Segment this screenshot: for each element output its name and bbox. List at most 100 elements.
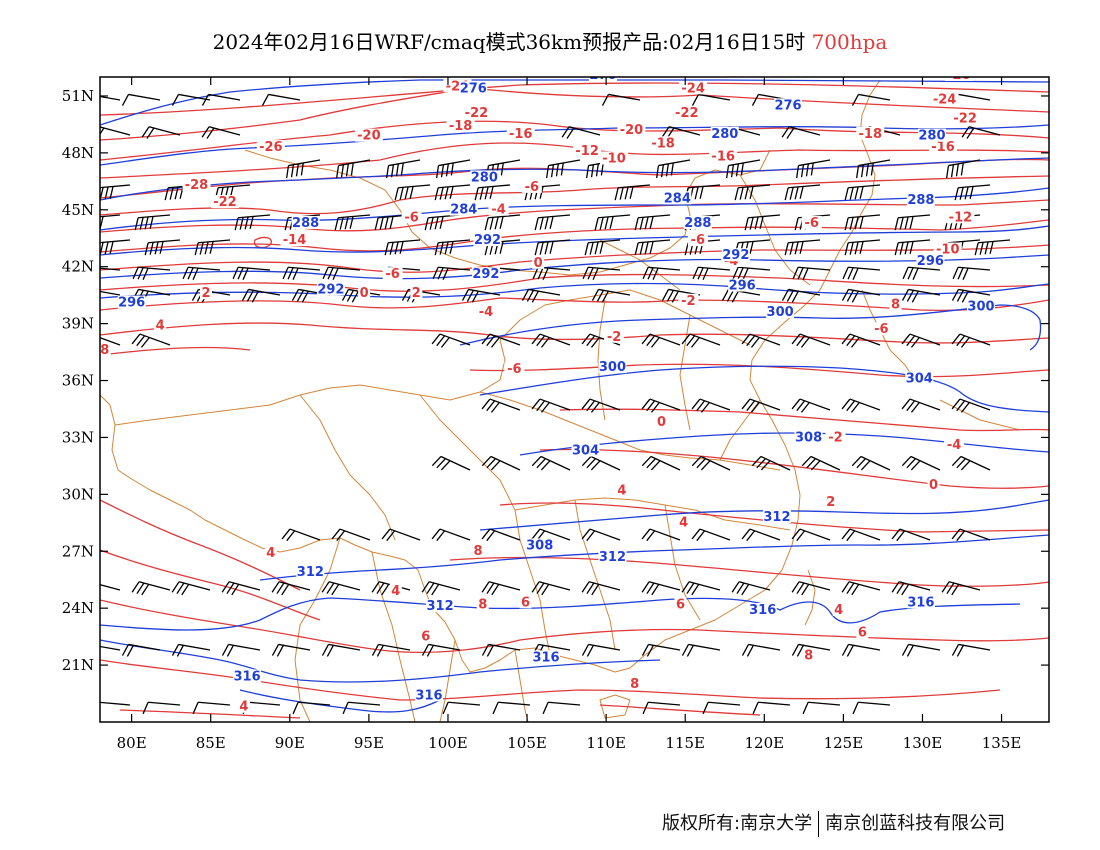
wind-barb-shaft [978, 239, 1011, 244]
temperature-label-bg [604, 329, 625, 343]
wind-barb-feather [399, 187, 404, 200]
isotherm [100, 273, 1049, 292]
wind-barb-feather [741, 583, 750, 596]
wind-barb-feather [904, 241, 909, 255]
wind-barb-shaft [898, 214, 931, 219]
wind-barb-feather [93, 702, 98, 714]
wind-barb-feather [601, 94, 610, 106]
wind-barb-shaft [489, 333, 521, 346]
temperature-label: 0 [929, 478, 938, 493]
wind-barb-shaft [968, 126, 1001, 136]
wind-barb-feather [395, 163, 399, 177]
wind-barb-feather [376, 645, 384, 657]
wind-barb-shaft [598, 288, 631, 296]
wind-barb-shaft [238, 266, 271, 271]
wind-barb-feather [591, 583, 600, 596]
temperature-label-bg [210, 195, 239, 209]
wind-barb-shaft [589, 398, 621, 411]
temperature-label-bg [475, 305, 496, 319]
wind-barb-shaft [909, 398, 941, 411]
wind-barb-feather [542, 701, 549, 715]
wind-barb-feather [494, 216, 499, 230]
wind-barb-feather [109, 241, 114, 254]
wind-barb-shaft [948, 159, 981, 167]
wind-barb-shaft [959, 333, 991, 346]
wind-barb-feather [182, 266, 189, 280]
wind-barb-feather [854, 216, 859, 230]
height-label: 276 [460, 81, 487, 96]
wind-barb-feather [730, 164, 735, 178]
wind-barb-feather [479, 187, 484, 200]
wind-barb-feather [191, 289, 200, 301]
temperature-label: 2 [412, 286, 421, 301]
wind-barb-feather [646, 458, 657, 469]
wind-barb-feather [344, 216, 349, 230]
wind-barb-feather [536, 335, 546, 347]
wind-barb-feather [321, 581, 330, 593]
wind-barb-shaft [699, 398, 731, 411]
wind-barb-feather [856, 458, 867, 469]
wind-barb-feather [696, 400, 706, 412]
wind-barb-feather [581, 644, 590, 656]
wind-barb-feather [421, 581, 430, 593]
wind-barb-feather [581, 456, 592, 467]
height-contour [100, 282, 1049, 299]
temperature-label-bg [929, 140, 958, 154]
wind-barb-feather [539, 242, 544, 255]
wind-barbs [93, 93, 1011, 715]
wind-barb-feather [95, 217, 98, 229]
wind-barb-feather [176, 645, 184, 657]
height-label: 308 [795, 430, 822, 445]
wind-barb-shaft [738, 184, 771, 189]
temperature-label-bg [674, 597, 687, 611]
wind-barb-shaft [148, 701, 181, 706]
wind-barb-feather [104, 241, 109, 255]
height-label-bg [774, 98, 803, 112]
wind-barb-feather [132, 266, 139, 280]
temperature-label: -6 [404, 210, 418, 225]
wind-barb-feather [946, 582, 955, 594]
wind-barb-shaft [738, 266, 771, 271]
wind-barb-feather [231, 583, 240, 596]
wind-barb-feather [956, 400, 966, 412]
wind-barb-feather [385, 165, 390, 179]
wind-barb-feather [540, 460, 551, 471]
x-tick-label: 95E [354, 734, 384, 752]
wind-barb-shaft [548, 159, 581, 167]
wind-barb-feather [371, 581, 380, 593]
wind-barb-shaft [540, 455, 571, 471]
wind-barb-feather [642, 701, 649, 715]
wind-barb-feather [481, 456, 492, 467]
wind-barb-feather [444, 241, 449, 255]
wind-barb-feather [979, 242, 984, 255]
wind-barb-feather [536, 582, 545, 594]
wind-barb-feather [646, 582, 655, 594]
wind-barb-feather [744, 217, 749, 231]
temperature-label-bg [856, 126, 885, 140]
temperature-label-bg [677, 515, 690, 529]
wind-barb-feather [684, 242, 689, 256]
wind-barb-feather [436, 458, 447, 469]
wind-barb-shaft [388, 239, 421, 244]
wind-barb-feather [746, 335, 756, 347]
wind-barb-feather [844, 187, 849, 201]
height-label: 316 [749, 603, 776, 618]
wind-barb-feather [849, 217, 854, 230]
isotherm [119, 704, 761, 719]
wind-barb-feather [326, 582, 335, 594]
wind-barb-feather [350, 162, 354, 176]
wind-barb-feather [649, 241, 654, 254]
wind-barb-feather [429, 217, 434, 230]
wind-barb-feather [555, 163, 559, 177]
wind-barb-shaft [138, 581, 171, 591]
wind-barb-feather [681, 581, 690, 593]
wind-barb-feather [326, 645, 334, 657]
temperature-label-bg [687, 233, 708, 247]
wind-barb-feather [351, 290, 359, 303]
wind-barb-feather [911, 290, 919, 303]
wind-barb-feather [486, 582, 495, 594]
wind-barb-feather [910, 337, 920, 348]
wind-barb-feather [171, 94, 180, 106]
wind-barb-feather [445, 163, 449, 177]
temperature-label: 4 [679, 516, 688, 531]
